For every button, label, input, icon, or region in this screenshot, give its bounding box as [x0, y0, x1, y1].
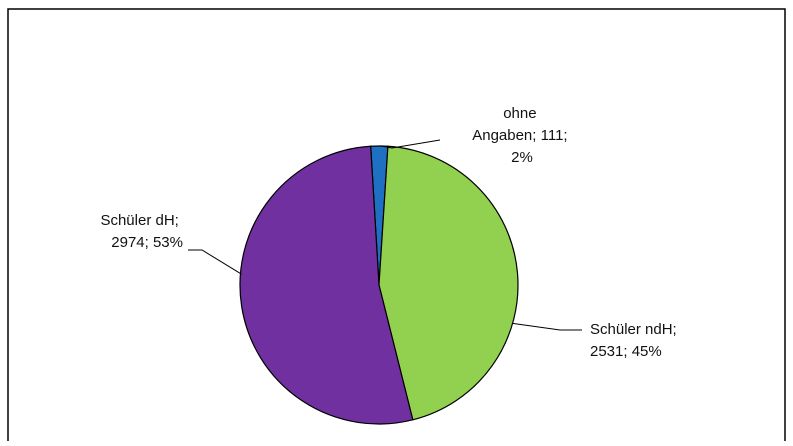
- leader-lines: [188, 139, 582, 331]
- data-label-schueler-ndh: Schüler ndH; 2531; 45%: [590, 321, 681, 360]
- leader-line: [380, 139, 441, 149]
- leader-line: [188, 249, 242, 275]
- data-label-line: Schüler ndH;: [590, 321, 677, 338]
- pie-slice-sch-ler-dh: [239, 145, 414, 425]
- data-label-line: Schüler dH;: [100, 212, 178, 229]
- data-label-ohne-angaben: ohne Angaben; 111; 2%: [472, 105, 572, 166]
- data-label-line: 2%: [511, 149, 533, 166]
- pie-slice-sch-ler-ndh: [378, 145, 519, 421]
- data-label-schueler-dh: Schüler dH; 2974; 53%: [100, 212, 183, 251]
- data-label-line: 2974; 53%: [111, 234, 183, 251]
- pie-slices: [239, 145, 519, 425]
- data-label-line: ohne: [503, 105, 536, 122]
- leader-line: [512, 322, 582, 331]
- data-label-line: 2531; 45%: [590, 343, 662, 360]
- data-label-line: Angaben; 111;: [472, 127, 567, 144]
